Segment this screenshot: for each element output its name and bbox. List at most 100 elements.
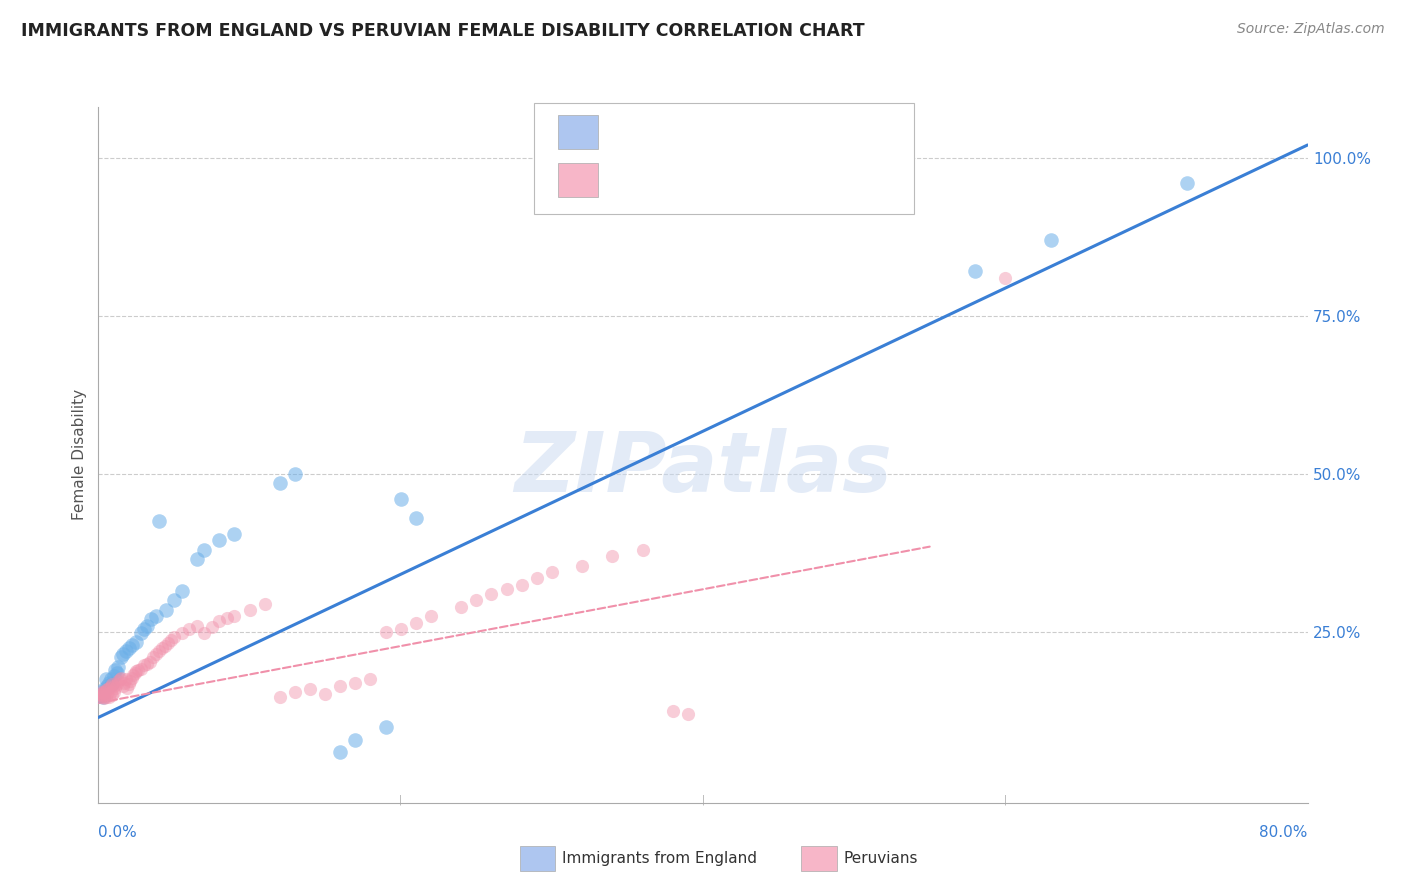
Point (107, 674, 129, 689)
Text: 0.0%: 0.0% (98, 825, 138, 840)
Text: |: | (702, 794, 704, 805)
Point (360, 673, 382, 687)
Text: |: | (1004, 794, 1007, 805)
Point (135, 618, 157, 632)
Point (208, 533, 231, 548)
Point (374, 720, 396, 734)
Text: N = 42: N = 42 (731, 123, 794, 141)
Point (118, 677, 141, 691)
Point (125, 634, 148, 648)
Point (115, 681, 138, 695)
Point (129, 626, 152, 640)
Point (90, 685, 112, 699)
Text: ZIPatlas: ZIPatlas (515, 428, 891, 509)
Point (103, 669, 125, 683)
Point (389, 622, 412, 636)
Point (91, 690, 114, 704)
Point (405, 511, 427, 525)
Point (98, 681, 121, 695)
Point (104, 681, 127, 695)
Point (139, 656, 162, 670)
Point (105, 666, 128, 681)
Text: N = 82: N = 82 (731, 171, 794, 189)
Point (125, 665, 148, 679)
Text: |: | (399, 794, 402, 805)
Text: Immigrants from England: Immigrants from England (562, 851, 758, 865)
Point (193, 626, 215, 640)
Point (89, 688, 111, 702)
Point (420, 609, 443, 624)
Point (481, 587, 503, 601)
Point (98, 675, 121, 690)
Text: R = 0.466: R = 0.466 (612, 171, 702, 189)
Point (299, 681, 322, 696)
Point (193, 542, 215, 557)
Text: R = 0.855: R = 0.855 (612, 123, 702, 141)
Point (91, 690, 114, 704)
Point (124, 666, 146, 681)
Point (111, 679, 134, 693)
Point (145, 647, 167, 661)
Point (145, 609, 167, 624)
Point (104, 663, 127, 677)
Point (135, 657, 157, 671)
Point (389, 492, 412, 507)
Point (112, 675, 135, 690)
Point (118, 640, 141, 655)
Point (329, 745, 352, 759)
Point (132, 622, 155, 636)
Point (329, 679, 352, 693)
Point (114, 673, 136, 687)
Point (114, 644, 136, 658)
Point (108, 673, 131, 687)
Point (239, 603, 262, 617)
Point (94, 690, 117, 704)
Point (110, 650, 132, 665)
Point (96, 687, 118, 701)
Point (101, 677, 124, 691)
Point (129, 662, 152, 676)
Point (148, 644, 170, 658)
Point (170, 583, 193, 598)
Text: IMMIGRANTS FROM ENGLAND VS PERUVIAN FEMALE DISABILITY CORRELATION CHART: IMMIGRANTS FROM ENGLAND VS PERUVIAN FEMA… (21, 22, 865, 40)
Point (156, 636, 179, 650)
Y-axis label: Female Disability: Female Disability (72, 389, 87, 521)
Point (510, 577, 533, 591)
Point (224, 527, 246, 541)
Point (201, 620, 224, 634)
Point (89, 690, 111, 704)
Point (540, 565, 562, 579)
Point (965, 264, 987, 278)
Point (1039, 233, 1062, 247)
Point (405, 615, 427, 630)
Point (253, 597, 276, 611)
Point (155, 603, 177, 617)
Point (103, 685, 125, 699)
Point (96, 679, 118, 693)
Point (994, 270, 1017, 285)
Point (374, 625, 396, 640)
Point (122, 668, 145, 682)
Point (450, 599, 472, 614)
Point (163, 593, 186, 607)
Point (153, 639, 176, 653)
Point (120, 674, 142, 689)
Point (163, 630, 186, 644)
Text: Peruvians: Peruvians (844, 851, 918, 865)
Point (93, 691, 115, 706)
Text: Source: ZipAtlas.com: Source: ZipAtlas.com (1237, 22, 1385, 37)
Point (160, 632, 183, 647)
Point (101, 677, 124, 691)
Point (96, 681, 118, 696)
Point (101, 688, 124, 702)
Point (344, 675, 367, 690)
Point (269, 690, 291, 704)
Text: 80.0%: 80.0% (1260, 825, 1308, 840)
Point (150, 640, 173, 655)
Point (571, 558, 593, 573)
Point (179, 622, 201, 636)
Point (98, 690, 121, 704)
Point (121, 638, 143, 652)
Point (170, 626, 193, 640)
Point (224, 609, 246, 624)
